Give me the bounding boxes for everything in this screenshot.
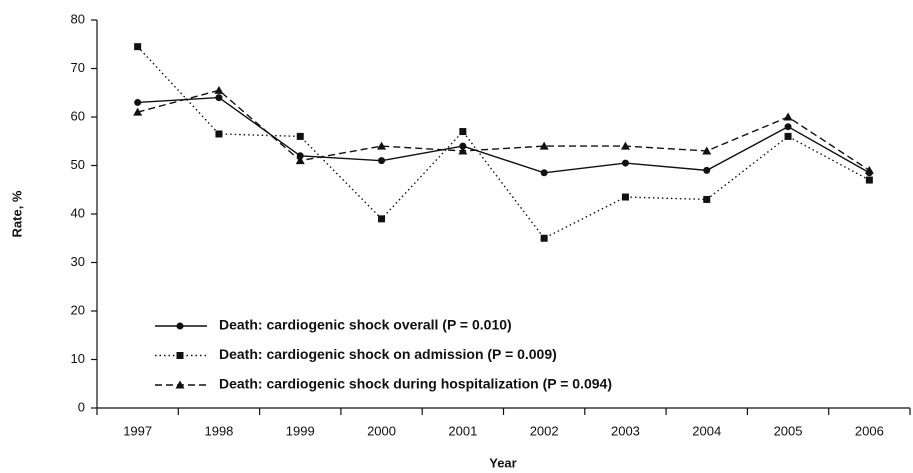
- x-tick-label: 1997: [123, 423, 152, 438]
- y-tick-label: 10: [71, 351, 85, 366]
- series-line: [137, 89, 870, 171]
- x-tick-label: 2004: [692, 423, 721, 438]
- data-point: [702, 146, 712, 155]
- y-tick-label: 60: [71, 108, 85, 123]
- x-axis-title: Year: [489, 455, 516, 470]
- data-point: [783, 112, 793, 121]
- y-tick-label: 40: [71, 205, 85, 220]
- series-line: [137, 96, 870, 174]
- legend-marker: [175, 380, 185, 389]
- data-point: [215, 94, 223, 102]
- data-point: [459, 128, 467, 136]
- data-point: [295, 156, 305, 165]
- x-tick-label: 2006: [855, 423, 884, 438]
- data-point: [621, 193, 629, 201]
- data-point: [296, 132, 304, 140]
- data-point: [214, 85, 224, 94]
- legend-marker: [176, 352, 184, 359]
- data-point: [703, 166, 711, 174]
- data-point: [784, 123, 792, 131]
- data-point: [133, 107, 143, 116]
- x-tick-label: 1998: [204, 423, 233, 438]
- y-tick-label: 30: [71, 254, 85, 269]
- data-point: [540, 234, 548, 242]
- legend-text: Death: cardiogenic shock overall (P = 0.…: [219, 317, 512, 333]
- data-point: [540, 169, 548, 177]
- data-point: [378, 215, 386, 223]
- data-point: [378, 157, 386, 165]
- x-tick-label: 2003: [611, 423, 640, 438]
- data-point: [215, 130, 223, 138]
- x-tick-label: 2001: [448, 423, 477, 438]
- x-tick-label: 2000: [367, 423, 396, 438]
- data-point: [296, 152, 304, 160]
- y-tick-label: 20: [71, 302, 85, 317]
- data-point: [377, 141, 387, 150]
- data-point: [620, 141, 630, 150]
- data-point: [539, 141, 549, 150]
- x-tick-label: 2005: [774, 423, 803, 438]
- data-point: [458, 146, 468, 155]
- legend-text: Death: cardiogenic shock during hospital…: [219, 376, 612, 392]
- y-axis-title: Rate, %: [9, 190, 24, 237]
- data-point: [703, 195, 711, 203]
- y-tick-label: 70: [71, 60, 85, 75]
- data-point: [134, 98, 142, 106]
- legend-text: Death: cardiogenic shock on admission (P…: [219, 346, 557, 362]
- y-tick-label: 0: [78, 399, 85, 414]
- data-point: [865, 176, 873, 184]
- x-tick-label: 2002: [530, 423, 559, 438]
- legend-marker: [176, 322, 184, 330]
- data-point: [134, 43, 142, 51]
- y-tick-label: 80: [71, 11, 85, 26]
- data-point: [459, 142, 467, 150]
- data-point: [784, 132, 792, 140]
- data-point: [864, 165, 874, 174]
- x-tick-label: 1999: [286, 423, 315, 438]
- y-tick-label: 50: [71, 157, 85, 172]
- data-point: [621, 159, 629, 167]
